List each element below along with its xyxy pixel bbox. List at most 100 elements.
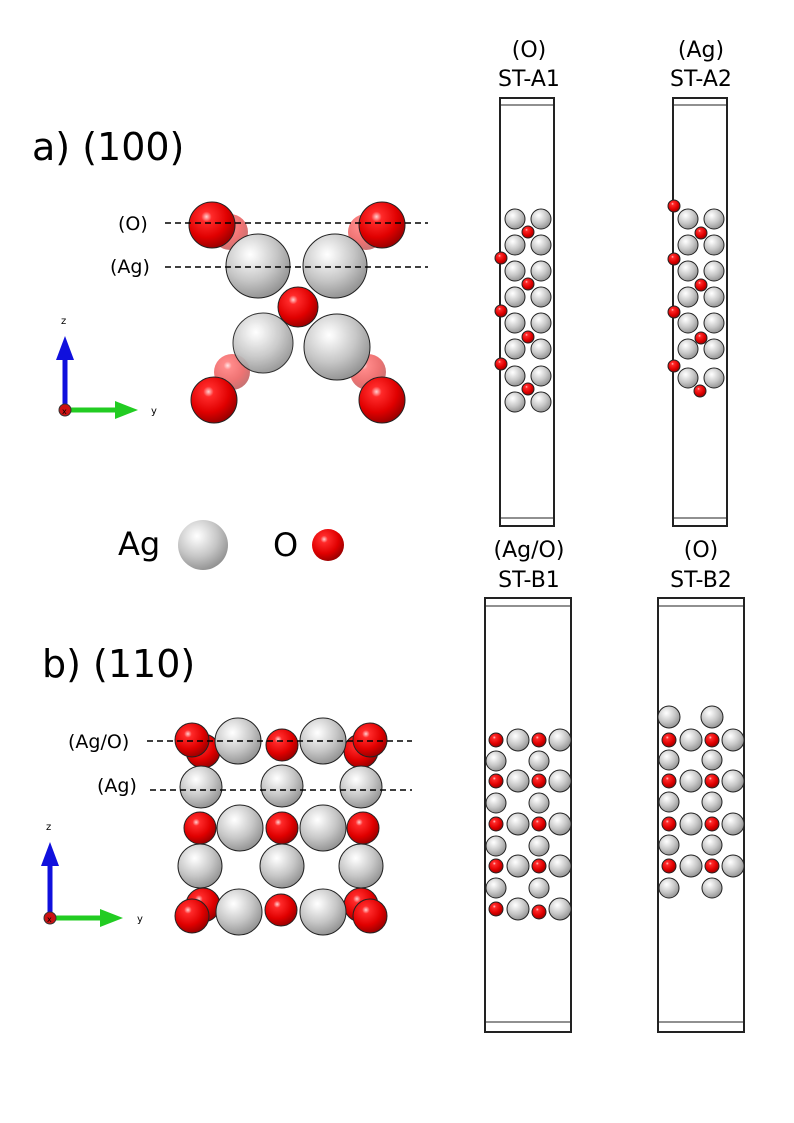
silver-atom xyxy=(677,286,699,308)
oxygen-atom xyxy=(265,811,299,845)
oxygen-atom xyxy=(277,286,319,328)
slab-termination: (Ag/O) xyxy=(494,538,565,563)
silver-atom xyxy=(530,312,552,334)
panel-a: a) (100) (O) (Ag) xyxy=(32,125,428,424)
silver-atom xyxy=(548,728,572,752)
silver-atom xyxy=(658,791,680,813)
silver-atom xyxy=(225,233,291,299)
silver-atom xyxy=(506,728,530,752)
oxygen-atom xyxy=(174,722,210,758)
legend: Ag O xyxy=(118,520,344,570)
silver-atom xyxy=(530,286,552,308)
silver-atom xyxy=(677,312,699,334)
silver-atom xyxy=(530,365,552,387)
silver-atom xyxy=(677,234,699,256)
oxygen-atom xyxy=(661,816,677,832)
silver-atom xyxy=(677,367,699,389)
oxygen-atom xyxy=(531,904,547,920)
oxygen-atom xyxy=(188,201,236,249)
panel-b: b) (110) xyxy=(41,642,412,936)
silver-atom xyxy=(679,812,703,836)
silver-atom xyxy=(703,234,725,256)
silver-atom xyxy=(303,313,371,381)
silver-atom xyxy=(658,877,680,899)
oxygen-atom xyxy=(704,816,720,832)
slab-name: ST-A1 xyxy=(498,67,560,92)
oxygen-atom xyxy=(494,304,508,318)
silver-atom xyxy=(701,877,723,899)
silver-atom xyxy=(216,804,264,852)
cell-edge xyxy=(672,97,728,527)
panel-b-label: b) (110) xyxy=(42,642,195,686)
silver-atom xyxy=(504,234,526,256)
silver-atom xyxy=(299,804,347,852)
silver-atom xyxy=(677,208,699,230)
silver-atom xyxy=(528,877,550,899)
axes-triad-b: x z y xyxy=(41,822,143,927)
oxygen-atom xyxy=(521,382,535,396)
silver-atom xyxy=(339,765,383,809)
silver-atom xyxy=(530,260,552,282)
y-arrowhead xyxy=(100,909,123,927)
oxygen-atom xyxy=(667,305,681,319)
silver-atom xyxy=(658,834,680,856)
oxygen-atom xyxy=(694,226,708,240)
silver-atom xyxy=(679,854,703,878)
axis-label-x: x xyxy=(62,407,67,416)
silver-atom xyxy=(506,897,530,921)
silver-atom xyxy=(177,843,223,889)
oxygen-atom xyxy=(531,816,547,832)
oxygen-atom xyxy=(667,252,681,266)
silver-atom xyxy=(259,843,305,889)
silver-atom xyxy=(548,897,572,921)
silver-atom xyxy=(657,705,681,729)
slab-atoms xyxy=(494,208,552,413)
silver-atom xyxy=(528,750,550,772)
z-arrowhead xyxy=(56,336,74,360)
silver-atom xyxy=(506,854,530,878)
oxygen-atom xyxy=(358,376,406,424)
oxygen-atom xyxy=(667,199,681,213)
slab-st-a2: (Ag) ST-A2 xyxy=(667,38,732,527)
oxygen-atom xyxy=(494,357,508,371)
silver-atom xyxy=(338,843,384,889)
silver-atom xyxy=(679,728,703,752)
oxygen-atom xyxy=(531,773,547,789)
legend-ag-atom xyxy=(178,520,228,570)
silver-atom xyxy=(504,286,526,308)
silver-atom xyxy=(485,750,507,772)
oxygen-atom xyxy=(265,728,299,762)
silver-atom xyxy=(721,812,745,836)
cell-edge xyxy=(484,597,572,1033)
slab-cell xyxy=(672,97,728,527)
silver-atom xyxy=(260,764,304,808)
slab-atoms xyxy=(667,199,725,398)
oxygen-atom xyxy=(704,732,720,748)
legend-ag-label: Ag xyxy=(118,525,160,563)
oxygen-atom xyxy=(488,732,504,748)
cell-edge xyxy=(499,97,555,527)
oxygen-atom xyxy=(521,225,535,239)
slab-st-b2: (O) ST-B2 xyxy=(657,538,745,1033)
silver-atom xyxy=(703,208,725,230)
silver-atom xyxy=(504,260,526,282)
oxygen-atom xyxy=(704,858,720,874)
silver-atom xyxy=(504,365,526,387)
axes-triad-a: x z y xyxy=(56,316,157,419)
panel-a-atoms xyxy=(188,201,406,424)
slab-cell xyxy=(484,597,572,1033)
slab-termination: (O) xyxy=(512,38,546,63)
silver-atom xyxy=(548,769,572,793)
axis-label-z: z xyxy=(61,316,66,327)
oxygen-atom xyxy=(521,330,535,344)
silver-atom xyxy=(530,234,552,256)
silver-atom xyxy=(701,791,723,813)
oxygen-atom xyxy=(693,384,707,398)
oxygen-atom xyxy=(661,773,677,789)
legend-o-atom xyxy=(312,529,344,561)
silver-atom xyxy=(548,812,572,836)
oxygen-atom xyxy=(352,722,388,758)
oxygen-atom xyxy=(264,893,298,927)
layer-label-second: (Ag) xyxy=(110,256,150,278)
oxygen-atom xyxy=(488,816,504,832)
